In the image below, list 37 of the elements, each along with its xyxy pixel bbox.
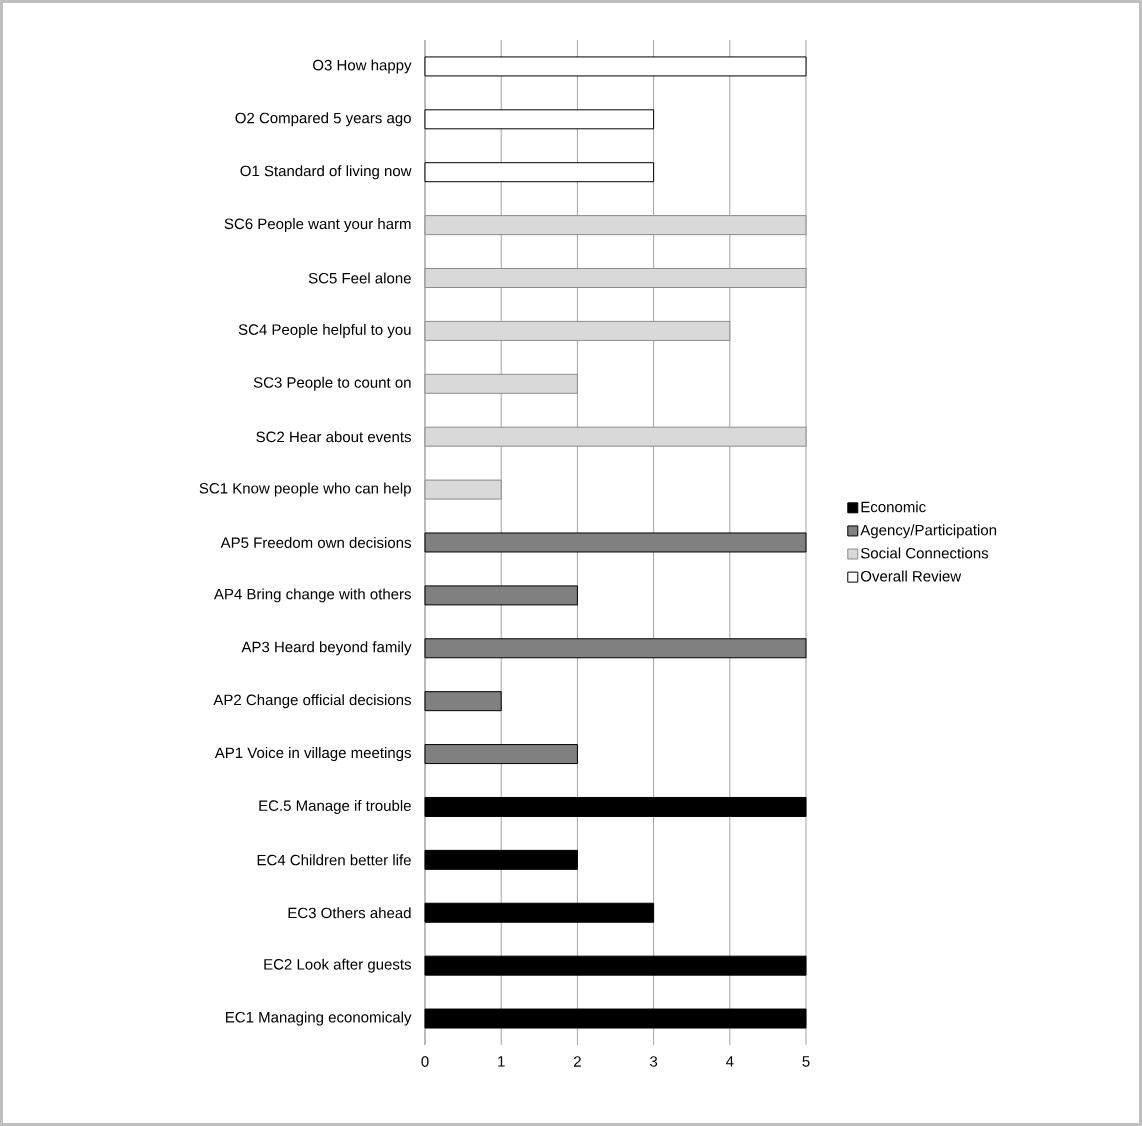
- y-tick-label: SC3 People to count on: [253, 376, 411, 391]
- y-tick-label: SC1 Know people who can help: [199, 482, 411, 497]
- y-tick-label: AP4 Bring change with others: [213, 588, 411, 603]
- y-tick-label: EC.5 Manage if trouble: [259, 799, 411, 814]
- x-tick-label: 3: [650, 1056, 658, 1067]
- y-tick-label: EC3 Others ahead: [288, 907, 411, 919]
- y-tick-label: AP2 Change official decisions: [213, 694, 411, 709]
- legend-label: Overall Review: [860, 570, 962, 582]
- x-tick-label: 5: [802, 1056, 810, 1067]
- bar: [424, 796, 807, 817]
- bar: [424, 56, 807, 77]
- y-tick-label: SC2 Hear about events: [256, 431, 411, 443]
- legend-label: Agency/Participation: [860, 524, 997, 539]
- x-tick-label: 2: [573, 1056, 581, 1067]
- y-tick-label: AP3 Heard beyond family: [241, 641, 412, 656]
- y-tick-label: O2 Compared 5 years ago: [235, 112, 411, 127]
- y-tick-label: AP1 Voice in village meetings: [214, 747, 411, 762]
- x-tick-label: 4: [725, 1056, 734, 1067]
- y-tick-label: O1 Standard of living now: [240, 165, 412, 180]
- y-tick-label: AP5 Freedom own decisions: [220, 536, 411, 548]
- legend-label: Social Connections: [860, 547, 989, 559]
- bar: [424, 1008, 807, 1029]
- y-tick-label: EC2 Look after guests: [264, 958, 411, 973]
- bar: [424, 955, 807, 976]
- y-tick-label: SC5 Feel alone: [308, 272, 411, 284]
- bar: [424, 902, 655, 923]
- y-tick-label: EC1 Managing economicaly: [226, 1011, 412, 1026]
- y-tick-label: SC6 People want your harm: [224, 218, 411, 233]
- x-tick-label: 0: [421, 1056, 429, 1067]
- bar: [424, 849, 578, 870]
- y-tick-label: EC4 Children better life: [257, 854, 411, 866]
- bar: [424, 109, 655, 130]
- legend-label: Economic: [861, 501, 926, 513]
- y-tick-label: O3 How happy: [313, 59, 412, 74]
- bar: [424, 162, 655, 183]
- y-tick-label: SC4 People helpful to you: [238, 323, 411, 338]
- x-tick-label: 1: [498, 1056, 505, 1067]
